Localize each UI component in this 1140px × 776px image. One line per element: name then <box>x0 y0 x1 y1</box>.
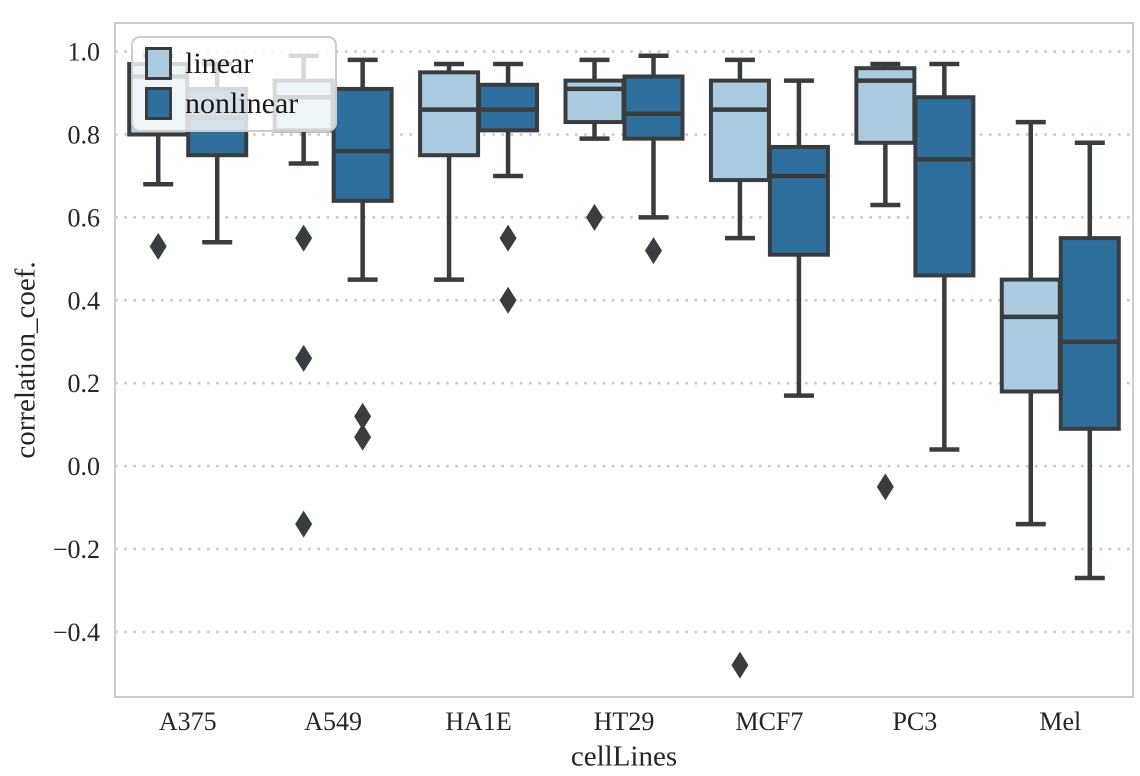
outlier-diamond <box>731 651 749 679</box>
outlier-diamond <box>149 232 167 260</box>
outlier-diamond <box>295 344 313 372</box>
iqr-box <box>418 70 481 158</box>
outlier-diamond <box>354 423 372 451</box>
x-tick-label: MCF7 <box>735 707 803 736</box>
box-linear-HA1E <box>418 61 481 282</box>
legend-label: nonlinear <box>185 86 299 120</box>
y-tick-label: 0.0 <box>68 452 101 481</box>
legend-swatch-linear <box>145 47 172 80</box>
y-axis-label: correlation_coef. <box>9 261 42 459</box>
outlier-diamond <box>645 237 662 265</box>
y-tick-label: 1.0 <box>68 38 101 67</box>
x-tick-label: A375 <box>159 707 217 736</box>
x-tick-label: A549 <box>304 707 362 736</box>
iqr-box <box>767 144 830 257</box>
iqr-box <box>913 95 976 278</box>
y-tick-label: −0.4 <box>53 618 100 647</box>
legend-label: linear <box>185 46 254 80</box>
iqr-box <box>708 78 771 183</box>
box-nonlinear-HT29 <box>622 53 685 265</box>
iqr-box <box>1058 236 1121 431</box>
outlier-diamond <box>876 473 894 501</box>
legend: linear nonlinear <box>131 36 337 132</box>
box-linear-MCF7 <box>708 57 771 679</box>
outlier-diamond <box>499 286 517 314</box>
x-axis-label: cellLines <box>570 740 678 773</box>
box-nonlinear-A549 <box>331 57 394 451</box>
iqr-box <box>331 86 394 203</box>
outlier-diamond <box>586 203 603 231</box>
legend-row-nonlinear: nonlinear <box>145 87 323 120</box>
box-nonlinear-PC3 <box>913 61 976 452</box>
box-linear-Mel <box>999 119 1062 527</box>
x-tick-label: HA1E <box>445 707 511 736</box>
outlier-diamond <box>295 510 313 538</box>
y-tick-label: 0.2 <box>68 369 101 398</box>
y-tick-label: 0.4 <box>68 286 101 315</box>
iqr-box <box>999 277 1062 394</box>
box-nonlinear-Mel <box>1058 140 1121 581</box>
outlier-diamond <box>499 224 517 252</box>
box-nonlinear-MCF7 <box>767 78 830 398</box>
outlier-diamond <box>354 402 372 430</box>
box-linear-PC3 <box>854 61 917 501</box>
y-tick-label: 0.8 <box>68 121 101 150</box>
plot-border <box>114 22 1134 698</box>
iqr-box <box>622 74 685 141</box>
legend-swatch-nonlinear <box>145 87 172 120</box>
y-tick-label: −0.2 <box>53 535 100 564</box>
x-tick-label: HT29 <box>594 707 655 736</box>
y-tick-label: 0.6 <box>68 203 101 232</box>
legend-row-linear: linear <box>145 47 323 80</box>
box-nonlinear-HA1E <box>477 61 540 314</box>
x-tick-label: PC3 <box>892 707 937 736</box>
outlier-diamond <box>295 224 313 252</box>
x-tick-label: Mel <box>1039 707 1081 736</box>
